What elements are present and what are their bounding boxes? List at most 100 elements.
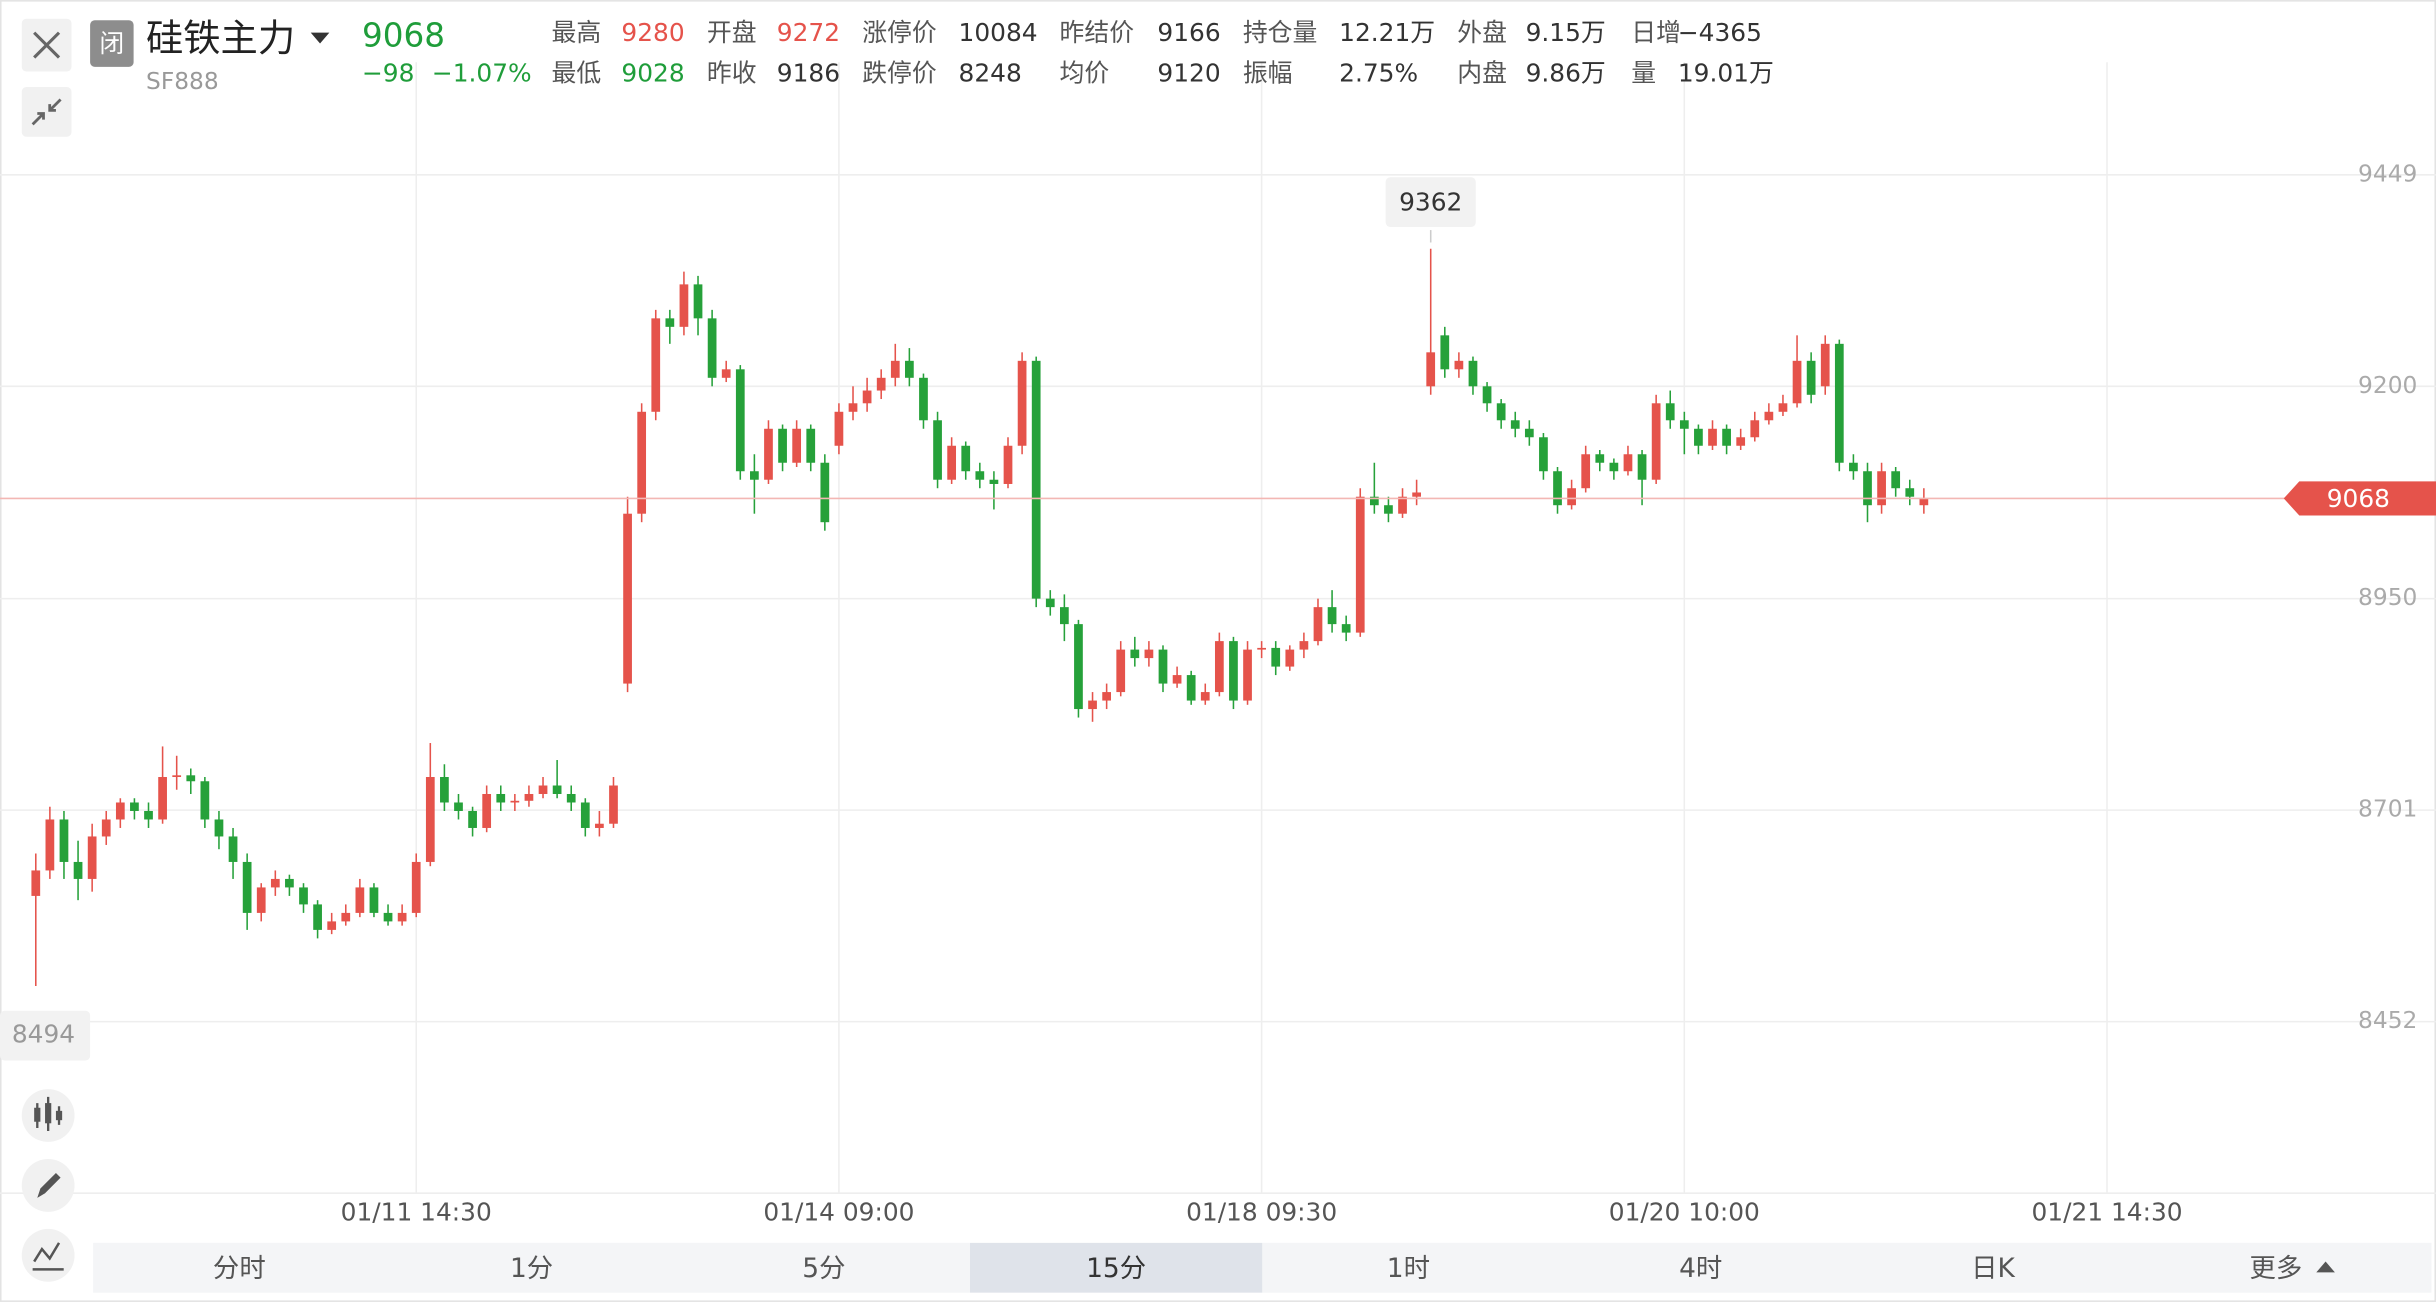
more-arrow [2316,1261,2335,1273]
candle-body [552,785,562,794]
candle-body [1778,403,1788,412]
tab-label: 4时 [1679,1253,1722,1284]
candle-body [764,428,773,480]
quote-label: 开盘 [707,18,757,47]
quote-label: 最低 [552,59,602,88]
candle-body [1919,498,1929,506]
candle-body [228,836,238,862]
min-annotation: 8494 [12,1020,75,1049]
candle-icon-body [55,1110,63,1121]
tab[interactable] [1262,1242,1555,1293]
last-price-tag [2283,481,2436,516]
candle-body [1863,471,1872,506]
candle-body [425,777,435,862]
candle-body [454,802,463,811]
candle-body [355,887,365,913]
price: 9068 [362,16,445,54]
tab[interactable] [2139,1242,2432,1293]
candle-body [1059,607,1069,625]
candle-body [1440,335,1450,370]
candle-body [214,819,224,837]
quote-label: 最高 [552,18,602,47]
change: −98 [362,59,414,88]
candle-body [1877,471,1886,506]
status-badge [90,20,134,67]
candle-body [411,861,421,913]
candle-body [1285,649,1295,667]
candle-body [1510,420,1520,429]
candle-body [1074,624,1083,710]
candle-body [1792,360,1802,404]
candle-body [1539,437,1548,472]
candle-body [1595,454,1605,463]
tab[interactable] [1846,1242,2140,1293]
candle-body [1200,692,1210,701]
candle-body [1496,403,1506,421]
tab[interactable] [677,1242,971,1293]
candle-body [130,802,139,811]
candle-body [1186,675,1196,701]
candle-body [1172,675,1182,684]
candle-body [1609,462,1619,472]
candle-body [947,445,957,480]
y-tick-label: 8701 [2358,796,2417,823]
tab[interactable] [385,1242,678,1293]
candle-body [1454,360,1464,370]
candle-body [707,318,717,378]
candle-body [778,428,787,463]
candle-body [721,369,731,378]
min-annotation-box [0,1010,91,1061]
tab-label: 日K [1971,1253,2015,1284]
candle-body [200,781,210,820]
plot: 8452 8701 8950 9200 9449 01/11 14:30 01/14 09:… [0,62,2436,1226]
tab[interactable] [970,1242,1263,1293]
collapse-button[interactable] [21,87,72,137]
candle-body [890,360,900,378]
candle-body [566,793,576,803]
quote-label: 持仓量 [1243,18,1318,47]
candle-body [595,823,604,828]
candle-body [1820,343,1830,387]
tab-label: 分时 [213,1253,266,1284]
candle-body [637,411,647,514]
candle-body [341,912,351,922]
candle-body [270,878,280,888]
candle-body [1694,428,1703,446]
dropdown-arrow[interactable] [310,32,330,44]
candle-body [961,445,971,472]
candle-body [1214,641,1224,693]
candle-body [313,904,322,930]
candle-body [693,284,703,319]
candle-body [580,802,590,828]
y-tick-label: 9200 [2358,372,2417,399]
candle-body [440,777,449,803]
candle-body [496,793,506,803]
candle-body [1553,471,1562,506]
candle-body [1116,649,1126,693]
candle-body [144,810,153,820]
candle-body [1003,445,1013,484]
quote-label: 涨停价 [862,18,937,47]
candle-body [1158,649,1168,684]
candle-body [609,785,618,824]
candle-body [1313,607,1323,642]
candle-body [299,887,308,905]
x-tick-label: 01/21 14:30 [2031,1197,2182,1226]
tab-label: 15分 [1086,1253,1146,1284]
candle-body [1384,505,1393,514]
candle-body [115,802,125,820]
tab[interactable] [1554,1242,1847,1293]
quote-value: 9120 [1157,59,1220,88]
x-tick-label: 01/20 10:00 [1609,1197,1760,1226]
tab[interactable] [93,1242,386,1293]
max-annotation: 9362 [1399,188,1462,217]
candle-body [1031,360,1041,599]
candle-body [1327,607,1337,625]
candle-body [735,369,745,472]
candle-body [933,420,942,480]
x-tick-label: 01/11 14:30 [341,1197,492,1226]
candle-body [975,471,985,480]
x-tick-label: 01/14 09:00 [763,1197,914,1226]
quote-value: 9272 [777,18,840,47]
candle-body [172,775,182,778]
